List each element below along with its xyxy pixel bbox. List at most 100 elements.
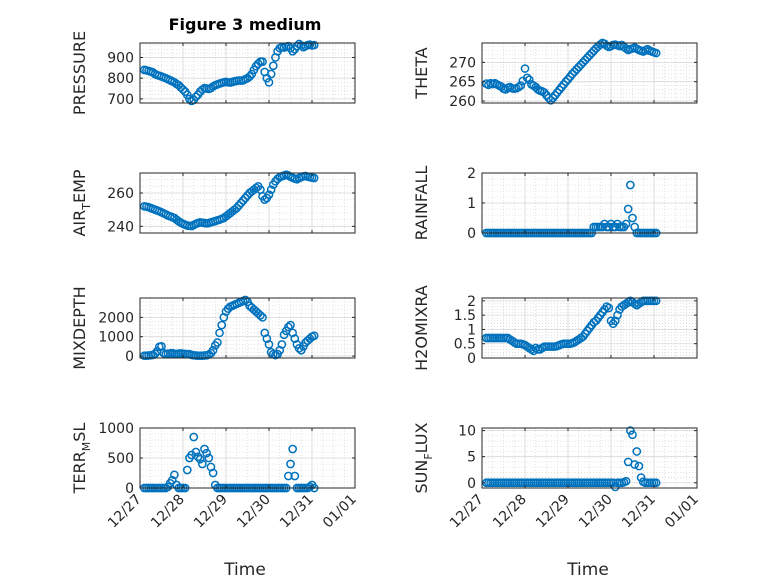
data-point: [232, 203, 242, 213]
y-axis-label: THETA: [412, 47, 431, 99]
x-tick-label: 12/27: [105, 492, 145, 532]
data-point: [583, 53, 592, 63]
data-point: [260, 195, 270, 205]
data-point: [178, 85, 188, 94]
data-point: [191, 92, 201, 102]
x-tick-label: 12/31: [619, 492, 659, 532]
data-point: [621, 44, 631, 53]
y-tick-label: 2: [467, 294, 476, 310]
data-point: [630, 460, 640, 469]
data-point: [251, 61, 261, 71]
data-point: [264, 340, 274, 349]
data-point: [621, 219, 631, 229]
y-tick-label: 0: [467, 476, 476, 492]
data-point: [309, 173, 319, 183]
x-tick-label: 12/29: [191, 492, 231, 532]
y-axis-label: TERRMSL: [70, 423, 93, 495]
data-point: [189, 432, 199, 442]
data-point: [574, 62, 584, 72]
data-point: [309, 40, 319, 50]
y-axis-label: SUNFLUX: [412, 422, 435, 493]
data-point: [217, 320, 227, 330]
x-tick-label: 12/30: [576, 492, 616, 532]
data-point: [524, 75, 534, 85]
data-point: [268, 61, 278, 71]
figure-title: Figure 3 medium: [169, 15, 322, 34]
data-point: [628, 430, 637, 440]
data-point: [236, 198, 246, 208]
data-point: [253, 59, 263, 69]
data-point: [623, 204, 633, 214]
data-point: [288, 46, 297, 56]
data-point: [576, 60, 586, 70]
data-point: [286, 320, 295, 330]
data-point: [651, 48, 661, 58]
data-point: [520, 64, 530, 73]
axes-terr_msl: 0 500 1000 12/27 12/28 12/29 12/30 12/31 01/01 TE…: [70, 421, 360, 531]
y-tick-label: 0: [467, 226, 476, 242]
data-point: [608, 478, 618, 488]
y-axis-label: RAINFALL: [412, 166, 431, 241]
data-point: [587, 48, 597, 58]
data-point: [572, 64, 581, 74]
data-point: [215, 328, 224, 338]
data-point: [621, 476, 631, 486]
data-point: [613, 310, 622, 320]
data-point: [241, 295, 250, 305]
x-tick-label: 01/01: [320, 492, 360, 532]
y-axis-label: H2OMIXRA: [412, 285, 431, 371]
x-tick-label: 12/27: [447, 492, 487, 532]
data-point: [191, 447, 201, 457]
data-point: [290, 471, 300, 481]
y-tick-label: 1: [467, 322, 476, 338]
x-tick-label: 12/29: [533, 492, 573, 532]
y-tick-label: 10: [458, 424, 476, 440]
x-tick-label: 01/01: [662, 492, 702, 532]
axes-box: [139, 172, 356, 234]
data-point: [294, 343, 304, 353]
data-point: [585, 51, 594, 60]
y-axis-label: AIRTEMP: [70, 169, 93, 236]
data-point: [567, 69, 577, 79]
data-point: [570, 67, 579, 76]
data-point: [264, 77, 274, 87]
data-point: [604, 303, 614, 313]
data-point: [284, 322, 293, 332]
y-tick-label: 700: [107, 92, 134, 108]
data-point: [626, 426, 635, 435]
data-point: [213, 338, 222, 347]
y-tick-label: 900: [107, 50, 134, 66]
axes-box: [481, 42, 698, 104]
data-point: [309, 331, 319, 341]
y-tick-label: 500: [107, 451, 134, 467]
data-point: [204, 453, 214, 463]
data-point: [241, 193, 250, 203]
data-point: [516, 81, 526, 90]
data-point: [234, 201, 244, 210]
y-tick-label: 2000: [98, 310, 134, 326]
y-tick-label: 240: [107, 219, 134, 235]
data-point: [264, 190, 274, 200]
data-point: [245, 72, 254, 81]
x-tick-label: 12/31: [277, 492, 317, 532]
data-point: [546, 95, 556, 105]
y-tick-label: 1000: [98, 421, 134, 437]
data-point: [251, 183, 261, 193]
y-tick-label: 800: [107, 71, 134, 87]
axes-rainfall: 0 1 2 RAINFALL: [412, 166, 698, 242]
axes-theta: 260 265 270 THETA: [412, 38, 698, 110]
data-point: [651, 296, 661, 306]
y-tick-label: 5: [467, 450, 476, 466]
y-tick-label: 270: [449, 55, 476, 71]
y-tick-label: 1000: [98, 330, 134, 346]
axes-air_temp: 240 260 AIRTEMP: [70, 169, 356, 237]
axes-pressure: 700 800 900 PRESSURE: [70, 31, 356, 115]
x-axis-label-left: Time: [223, 560, 266, 580]
data-point: [561, 77, 571, 87]
data-point: [258, 313, 267, 322]
x-tick-label: 12/30: [234, 492, 274, 532]
data-point: [634, 461, 644, 471]
axes-mixdepth: 0 1000 2000 MIXDEPTH: [70, 286, 356, 370]
y-tick-label: 0.5: [454, 337, 476, 353]
